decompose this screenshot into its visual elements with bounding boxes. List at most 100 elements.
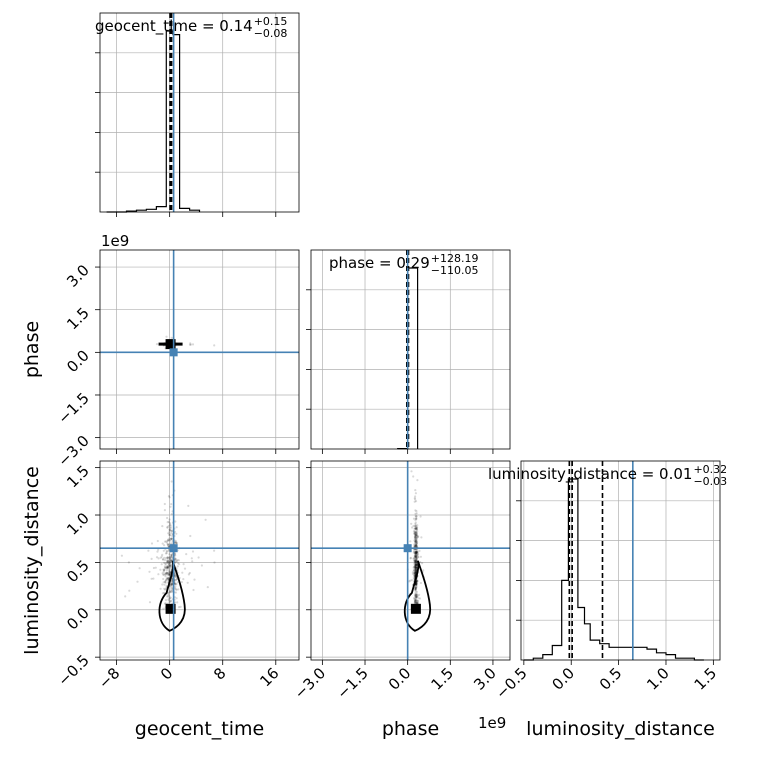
pair-geocent_time-luminosity_distance-point-394 [167, 568, 171, 571]
pair-geocent_time-luminosity_distance-point-414 [169, 539, 172, 542]
pair-geocent_time-luminosity_distance-point-368 [174, 558, 177, 561]
pair-geocent_time-luminosity_distance-point-450 [164, 599, 168, 602]
pair-phase-luminosity_distance-point-449 [413, 572, 416, 575]
hist-luminosity_distance-title: luminosity_distance = 0.01 [488, 465, 692, 484]
pair-phase-luminosity_distance-point-191 [415, 515, 418, 518]
pair-geocent_time-luminosity_distance-point-28 [175, 588, 178, 592]
pair-phase-luminosity_distance-point-387 [414, 530, 417, 533]
pair-phase-luminosity_distance-point-388 [414, 521, 417, 524]
pair-phase-luminosity_distance-point-28 [412, 566, 415, 569]
pair-geocent_time-luminosity_distance-point-249 [175, 578, 178, 581]
pair-geocent_time-luminosity_distance-point-215 [162, 577, 165, 581]
pair-geocent_time-luminosity_distance-point-244 [166, 559, 169, 562]
pair-geocent_time-luminosity_distance-point-294 [170, 588, 173, 591]
pair-geocent_time-luminosity_distance-point-104 [191, 550, 195, 553]
pair-phase-luminosity_distance-point-68 [415, 537, 418, 540]
pair-geocent_time-luminosity_distance-point-214 [170, 583, 173, 586]
pair-phase-luminosity_distance-point-421 [416, 595, 419, 598]
pair-geocent_time-luminosity_distance-point-367 [174, 587, 177, 590]
pair-phase-luminosity_distance-point-497 [415, 595, 418, 598]
pair-phase-luminosity_distance-point-88 [413, 551, 416, 555]
pair-geocent_time-luminosity_distance-point-508 [164, 567, 168, 570]
ytick-label-phase-4: 3.0 [63, 261, 93, 291]
pair-phase-luminosity_distance-point-412 [415, 552, 418, 555]
pair-phase-luminosity_distance-point-183 [415, 583, 418, 586]
pair-phase-luminosity_distance-point-224 [415, 553, 418, 556]
pair-geocent_time-luminosity_distance-point-292 [165, 552, 168, 555]
pair-geocent_time-luminosity_distance-point-304 [163, 558, 166, 562]
pair-geocent_time-luminosity_distance-point-218 [170, 564, 173, 567]
pair-geocent_time-luminosity_distance-point-357 [168, 569, 171, 573]
pair-phase-luminosity_distance-point-459 [414, 587, 417, 591]
pair-geocent_time-luminosity_distance-point-441 [174, 574, 177, 577]
pair-geocent_time-luminosity_distance-point-408 [166, 521, 169, 524]
pair-phase-luminosity_distance-point-95 [415, 551, 418, 554]
pair-geocent_time-luminosity_distance-point-14 [173, 530, 177, 534]
hist-phase-frame [310, 249, 511, 450]
pair-phase-luminosity_distance-point-4 [416, 530, 419, 533]
pair-geocent_time-luminosity_distance-point-89 [157, 573, 160, 576]
pair-geocent_time-luminosity_distance-point-352 [160, 563, 163, 566]
pair-phase-luminosity_distance-point-460 [413, 574, 416, 577]
pair-geocent_time-luminosity_distance-point-275 [170, 537, 173, 540]
pair-geocent_time-luminosity_distance-point-506 [165, 559, 168, 562]
pair-geocent_time-luminosity_distance-point-493 [164, 552, 168, 555]
pair-geocent_time-luminosity_distance-point-68 [160, 555, 163, 558]
pair-geocent_time-luminosity_distance-point-310 [170, 513, 173, 516]
pair-geocent_time-luminosity_distance-point-165 [168, 601, 171, 604]
pair-phase-luminosity_distance-point-468 [417, 535, 420, 539]
pair-phase-luminosity_distance-point-190 [414, 540, 417, 543]
pair-phase-luminosity_distance-point-284 [409, 556, 412, 560]
pair-geocent_time-luminosity_distance-point-366 [165, 577, 168, 580]
pair-phase-luminosity_distance-point-37 [415, 595, 418, 599]
pair-phase-luminosity_distance-point-477 [414, 540, 417, 544]
pair-geocent_time-luminosity_distance-point-268 [169, 526, 172, 529]
pair-phase-luminosity_distance-point-175 [414, 568, 417, 571]
pair-phase-luminosity_distance-point-299 [413, 562, 416, 566]
pair-geocent_time-luminosity_distance-point-426 [176, 558, 179, 562]
pair-phase-luminosity_distance-point-353 [417, 597, 420, 600]
phase-scale-offset-y: 1e9 [101, 232, 129, 250]
pair-geocent_time-luminosity_distance-point-419 [163, 540, 167, 543]
pair-geocent_time-luminosity_distance-point-263 [167, 565, 170, 569]
pair-phase-luminosity_distance-point-169 [415, 550, 418, 553]
pair-geocent_time-luminosity_distance-point-439 [213, 549, 216, 552]
pair-phase-luminosity_distance-point-223 [413, 530, 416, 533]
pair-phase-luminosity_distance-point-236 [414, 565, 417, 568]
pair-geocent_time-luminosity_distance-point-255 [169, 599, 172, 602]
pair-phase-luminosity_distance-point-123 [413, 557, 416, 560]
pair-phase-luminosity_distance-point-261 [414, 568, 417, 571]
pair-geocent_time-luminosity_distance-point-279 [161, 558, 165, 561]
pair-geocent_time-luminosity_distance-point-454 [167, 564, 170, 567]
pair-geocent_time-luminosity_distance-point-420 [166, 526, 169, 529]
pair-geocent_time-luminosity_distance-point-138 [148, 601, 152, 604]
hist-geocent_time-frame [99, 12, 300, 213]
pair-phase-luminosity_distance-point-244 [413, 533, 417, 536]
pair-geocent_time-luminosity_distance-truth-marker [169, 544, 178, 553]
pair-phase-luminosity_distance-point-442 [415, 586, 418, 589]
pair-geocent_time-luminosity_distance-point-403 [162, 569, 166, 572]
pair-phase-luminosity_distance-point-73 [413, 531, 416, 534]
pair-geocent_time-luminosity_distance-point-176 [120, 554, 123, 557]
pair-geocent_time-luminosity_distance-point-399 [169, 558, 172, 561]
pair-phase-luminosity_distance-point-450 [413, 555, 416, 558]
pair-phase-luminosity_distance-point-173 [414, 564, 417, 567]
pair-phase-luminosity_distance-point-365 [414, 561, 417, 564]
pair-phase-luminosity_distance-point-418 [416, 594, 419, 598]
pair-geocent_time-luminosity_distance-point-70 [161, 583, 164, 586]
pair-phase-luminosity_distance-point-307 [414, 545, 417, 548]
pair-phase-luminosity_distance-point-143 [414, 560, 417, 563]
pair-geocent_time-luminosity_distance-point-50 [165, 571, 168, 574]
xtick-label-phase-0: −3.0 [291, 664, 329, 702]
pair-phase-luminosity_distance-point-487 [414, 554, 417, 557]
pair-phase-luminosity_distance-point-295 [414, 563, 417, 567]
pair-phase-luminosity_distance-point-393 [417, 556, 420, 559]
pair-geocent_time-luminosity_distance-point-191 [164, 580, 167, 583]
pair-phase-luminosity_distance-point-503 [414, 492, 417, 495]
pair-phase-luminosity_distance-point-10 [415, 544, 418, 547]
pair-geocent_time-luminosity_distance-point-85 [167, 548, 170, 552]
pair-phase-luminosity_distance-point-446 [413, 566, 416, 569]
pair-geocent_time-luminosity_distance-point-470 [171, 578, 174, 582]
pair-phase-luminosity_distance-point-516 [414, 599, 417, 602]
pair-phase-luminosity_distance-point-17 [414, 552, 417, 556]
